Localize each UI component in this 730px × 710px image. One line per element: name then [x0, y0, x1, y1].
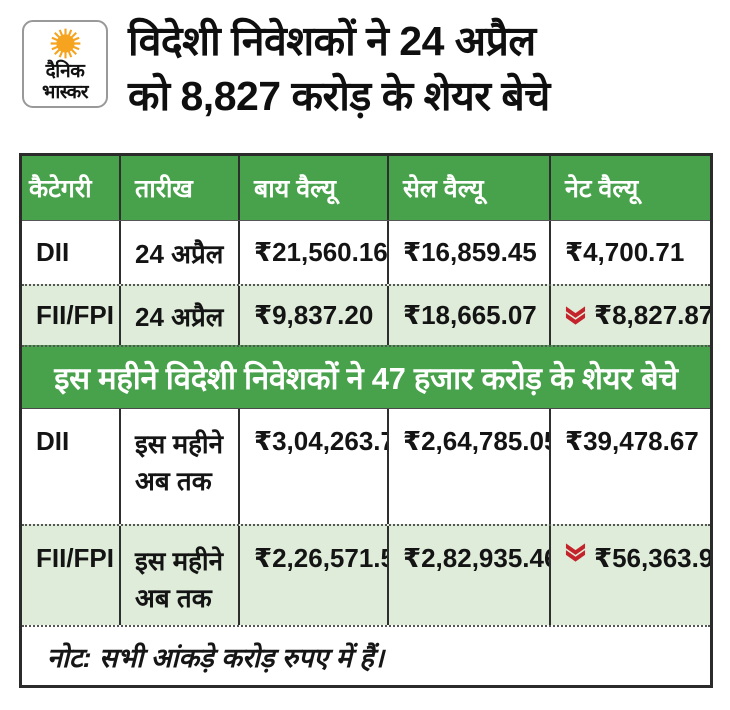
footnote: नोट: सभी आंकड़े करोड़ रुपए में हैं। [22, 625, 710, 685]
net-value: ₹56,363.96 [594, 543, 710, 573]
cell-date: 24 अप्रैल [121, 221, 240, 284]
cell-sell: ₹2,64,785.05 [389, 409, 551, 524]
header-category: कैटेगरी [22, 156, 121, 220]
double-down-arrow-icon [565, 306, 586, 325]
cell-sell: ₹18,665.07 [389, 286, 551, 345]
table-row-fii-month: FII/FPI इस महीने अब तक ₹2,26,571.50 ₹2,8… [22, 524, 710, 625]
cell-sell: ₹16,859.45 [389, 221, 551, 284]
logo-text-line2: भास्कर [41, 82, 89, 103]
cell-date: इस महीने अब तक [121, 409, 240, 524]
cell-net: ₹4,700.71 [551, 221, 710, 284]
cell-net: ₹39,478.67 [551, 409, 710, 524]
cell-buy: ₹3,04,263.72 [240, 409, 389, 524]
headline-line1: विदेशी निवेशकों ने 24 अप्रैल [128, 18, 536, 64]
header-net-value: नेट वैल्यू [565, 175, 639, 203]
cell-date: 24 अप्रैल [121, 286, 240, 345]
cell-net: ₹8,827.87 [551, 286, 710, 345]
cell-category: DII [22, 221, 121, 284]
cell-category: FII/FPI [22, 286, 121, 345]
cell-date: इस महीने अब तक [121, 526, 240, 625]
cell-category: FII/FPI [22, 526, 121, 625]
table-header-row: कैटेगरी तारीख बाय वैल्यू सेल वैल्यू नेट … [22, 156, 710, 220]
double-down-arrow-icon [565, 543, 586, 562]
date-line1: इस महीने [135, 429, 224, 459]
footnote-text: नोट: सभी आंकड़े करोड़ रुपए में हैं। [47, 642, 384, 673]
table-row-dii-month: DII इस महीने अब तक ₹3,04,263.72 ₹2,64,78… [22, 409, 710, 524]
table-row-dii-day: DII 24 अप्रैल ₹21,560.16 ₹16,859.45 ₹4,7… [22, 220, 710, 284]
cell-category: DII [22, 409, 121, 524]
date-line1: इस महीने [135, 546, 224, 576]
cell-buy: ₹21,560.16 [240, 221, 389, 284]
header-sell-value: सेल वैल्यू [389, 156, 551, 220]
cell-buy: ₹2,26,571.50 [240, 526, 389, 625]
logo-text: दैनिक भास्कर [41, 61, 89, 103]
cell-buy: ₹9,837.20 [240, 286, 389, 345]
data-table: कैटेगरी तारीख बाय वैल्यू सेल वैल्यू नेट … [19, 153, 713, 688]
cell-net: ₹56,363.96 [551, 526, 710, 625]
headline: विदेशी निवेशकों ने 24 अप्रैल को 8,827 कर… [128, 14, 718, 124]
section-banner: इस महीने विदेशी निवेशकों ने 47 हजार करोड… [22, 345, 710, 409]
sun-icon [50, 28, 80, 59]
headline-line2: को 8,827 करोड़ के शेयर बेचे [128, 73, 550, 119]
date-line2: अब तक [135, 583, 212, 613]
net-value: ₹4,700.71 [565, 237, 685, 267]
table-row-fii-day: FII/FPI 24 अप्रैल ₹9,837.20 ₹18,665.07 ₹… [22, 284, 710, 345]
date-line2: अब तक [135, 466, 212, 496]
header-date: तारीख [121, 156, 240, 220]
dainik-bhaskar-logo: दैनिक भास्कर [22, 20, 108, 108]
net-value: ₹8,827.87 [594, 300, 710, 330]
net-value: ₹39,478.67 [565, 426, 699, 456]
cell-sell: ₹2,82,935.46 [389, 526, 551, 625]
logo-text-line1: दैनिक [45, 61, 85, 82]
header-buy-value: बाय वैल्यू [240, 156, 389, 220]
